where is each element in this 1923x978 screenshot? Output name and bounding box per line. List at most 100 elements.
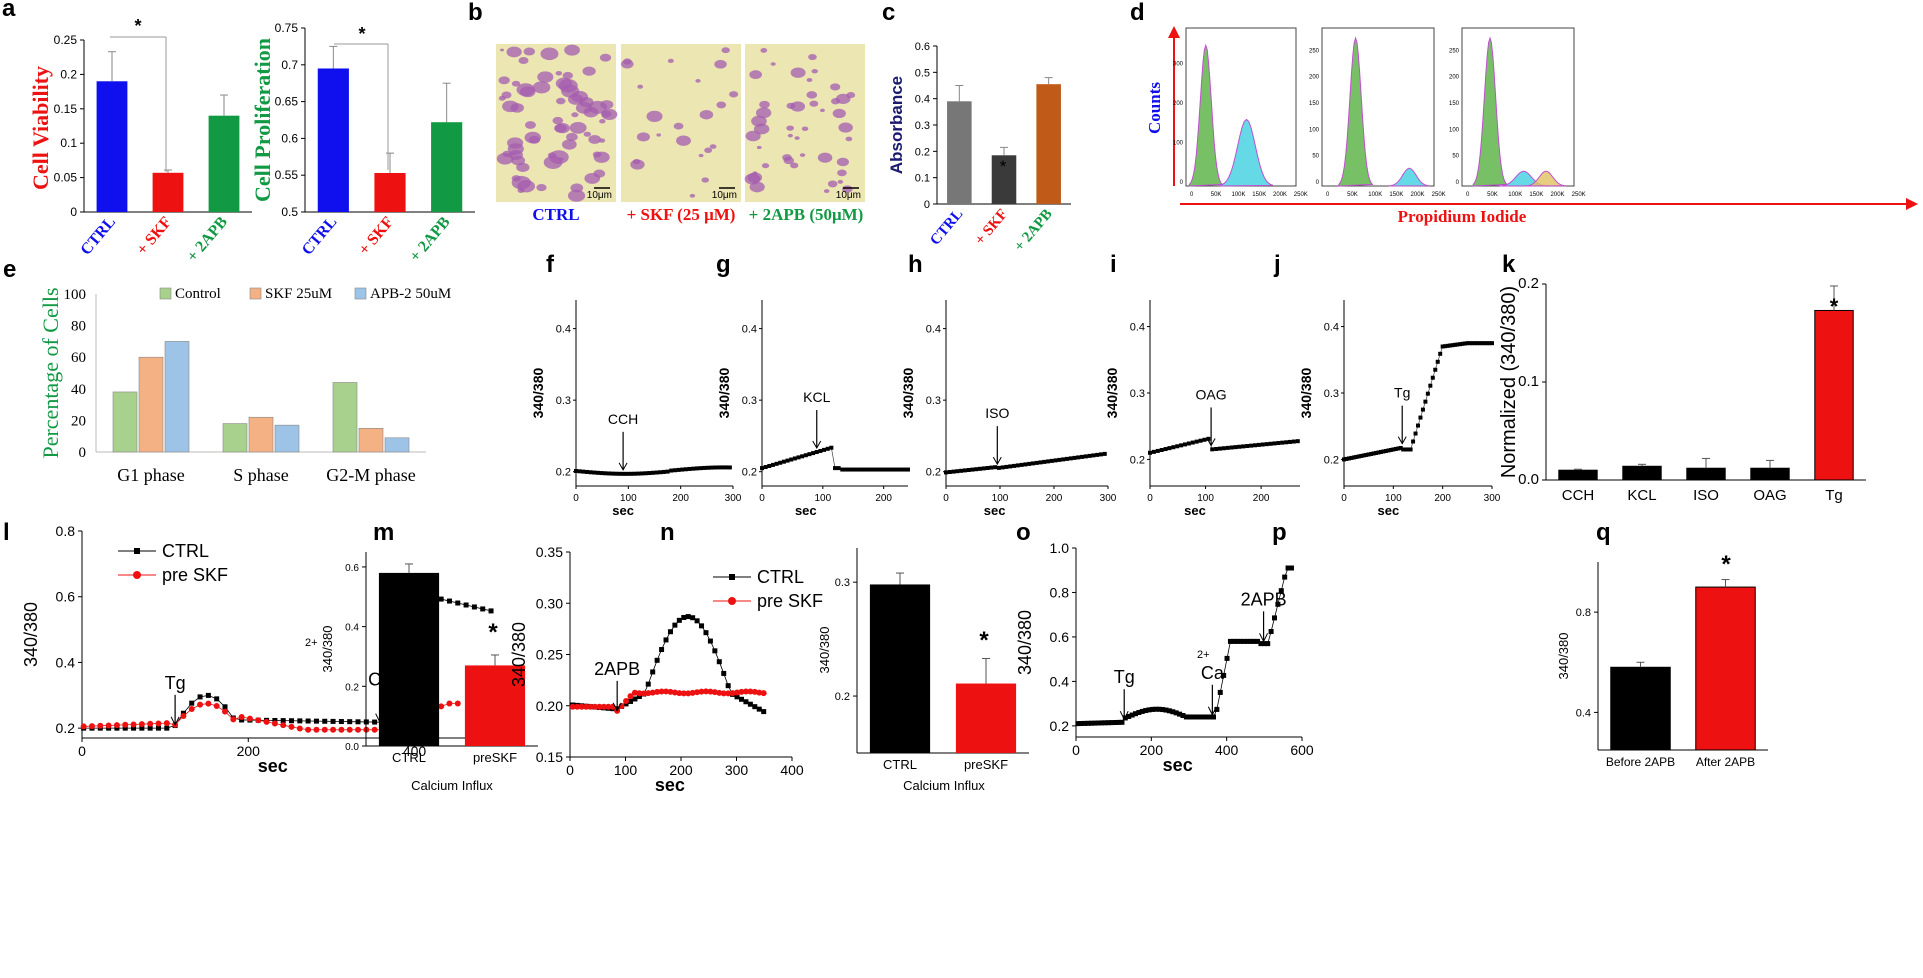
data-point (1155, 448, 1160, 453)
data-point (822, 447, 827, 452)
y-tick-label: 0.4 (1576, 707, 1591, 719)
x-axis-title: sec (258, 756, 288, 776)
cell-stain (511, 155, 526, 166)
preskf-series-point (649, 689, 656, 696)
y-tick-label: 0.4 (56, 654, 76, 670)
data-point (621, 471, 626, 476)
data-point (1076, 455, 1081, 460)
legend-marker (134, 548, 140, 554)
data-point (1218, 446, 1222, 451)
data-point (1183, 442, 1187, 447)
preskf-series-point (321, 726, 328, 733)
data-point (862, 467, 867, 472)
preskf-series-point (88, 723, 95, 730)
data-point (1210, 447, 1215, 452)
data-point (617, 471, 622, 476)
x-tick-label: 0 (78, 743, 86, 759)
ctrl-series-point (699, 623, 705, 629)
data-point (781, 459, 786, 464)
x-tick-label: 300 (1100, 493, 1117, 504)
cell-stain (630, 159, 645, 170)
ctrl-series-point (1116, 719, 1122, 725)
data-point (610, 471, 615, 476)
x-tick-label: 300 (725, 493, 742, 504)
preskf-series-point (623, 698, 630, 705)
ctrl-series-point (222, 704, 228, 710)
preskf-series-point (596, 703, 603, 710)
y-tick-label: 0.2 (926, 467, 941, 479)
data-point (1359, 453, 1364, 458)
ctrl-series-point (1078, 721, 1084, 727)
ctrl-series-point (1251, 638, 1257, 644)
panel-letter-q: q (1596, 519, 1611, 546)
cell-stain (830, 83, 841, 91)
data-point (1366, 452, 1371, 457)
data-point (1012, 463, 1017, 468)
cell-stain (637, 84, 644, 89)
data-point (1206, 436, 1211, 441)
data-point (661, 469, 666, 474)
significance-star: * (358, 24, 365, 44)
x-axis-title: sec (1378, 503, 1400, 518)
x-tick-label: 0 (759, 493, 765, 504)
ctrl-series-point (139, 725, 145, 731)
y-tick-label: 0.35 (536, 544, 563, 560)
panel-letter-k: k (1502, 251, 1516, 278)
bar-ctrl (947, 101, 972, 204)
stimulus-label: Ca (1201, 663, 1225, 683)
cell-stain (500, 48, 504, 52)
ctrl-series-point (1217, 689, 1223, 695)
ctrl-series-point (1163, 707, 1169, 713)
legend-label: SKF 25uM (265, 286, 332, 302)
data-point (1034, 460, 1039, 465)
ctrl-series-point (1133, 711, 1139, 717)
legend-label: APB-2 50uM (370, 286, 451, 302)
arrow-head (170, 716, 180, 726)
preskf-series-point (605, 703, 612, 710)
significance-star: * (1830, 294, 1839, 319)
data-point (592, 470, 597, 475)
data-point (574, 468, 578, 473)
preskf-series-point (676, 690, 683, 697)
preskf-series-point (702, 688, 709, 695)
data-point (792, 456, 797, 461)
ctrl-series-point (1102, 720, 1108, 726)
data-point (1260, 442, 1265, 447)
preskf-series-point (689, 689, 696, 696)
data-point (818, 448, 823, 453)
bar-ctrl (317, 68, 349, 212)
category-label: After 2APB (1696, 755, 1755, 769)
histogram-x-tick: 150K (1529, 192, 1543, 198)
panel-letter-c: c (882, 0, 895, 26)
cell-stain (827, 180, 838, 188)
preskf-series-point (305, 726, 312, 733)
panel-letter-j: j (1273, 251, 1281, 278)
cell-stain (511, 175, 521, 182)
data-point (691, 466, 696, 471)
category-label: + 2APB (1011, 206, 1055, 254)
histogram-x-tick: 200K (1411, 192, 1425, 198)
category-label: CCH (1562, 487, 1595, 504)
ctrl-series-point (1139, 708, 1145, 714)
histogram-x-tick: 150K (1389, 192, 1403, 198)
y-tick-label: 0.8 (1050, 584, 1070, 600)
histogram-x-tick: 250K (1432, 192, 1446, 198)
preskf-series-point (600, 703, 607, 710)
preskf-series-point (671, 689, 678, 696)
bar-skf (152, 172, 184, 212)
y-tick-label: 0 (79, 445, 87, 461)
data-point (1046, 459, 1051, 464)
data-point (669, 468, 674, 473)
preskf-series-point (720, 690, 727, 697)
stimulus-label: 2APB (594, 659, 640, 679)
bar-tg (1814, 309, 1854, 481)
cell-stain (676, 135, 691, 146)
data-point (1374, 450, 1379, 455)
preskf-series-point (591, 703, 598, 710)
category-label: + 2APB (184, 213, 231, 265)
panel-letter-n: n (660, 519, 675, 546)
preskf-series-point (645, 690, 652, 697)
y-tick-label: 0.2 (915, 146, 930, 158)
ctrl-series-point (463, 602, 469, 608)
ctrl-series-point (1224, 655, 1230, 661)
